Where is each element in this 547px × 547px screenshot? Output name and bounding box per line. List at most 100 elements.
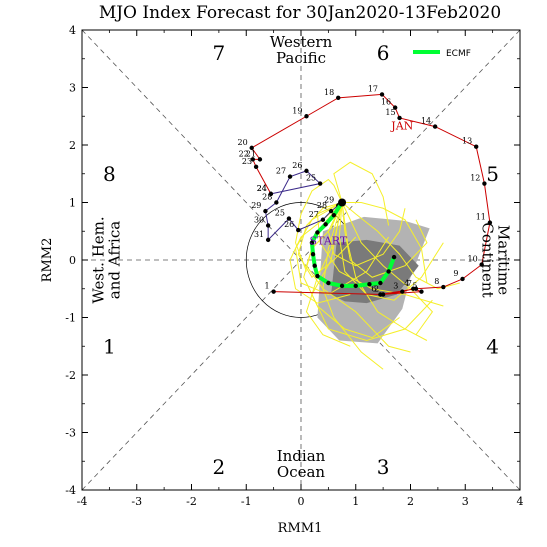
observed-day-point [474,144,479,149]
ecmf-forecast-track [309,198,397,289]
x-tick-label: -1 [241,495,252,508]
observed-day-label: 24 [257,184,267,193]
forecast-day-point [312,263,317,268]
observed-day-point [441,284,446,290]
observed-day-label: 20 [238,138,248,147]
region-label-line: West. Hem. [90,216,108,303]
observed-day-point [296,227,301,233]
observed-day-point [400,289,405,294]
observed-day-point [397,115,402,121]
forecast-day-point [331,212,337,218]
observed-day-label: 22 [239,149,249,158]
y-tick-label: -4 [65,484,76,497]
observed-day-label: 26 [284,220,294,229]
observed-day-label: 28 [262,193,272,202]
phase-number-label: 3 [377,455,390,479]
legend: ECMF [413,49,471,59]
observed-day-point [328,208,334,214]
ensemble-member-line [311,202,433,342]
x-tick-label: -4 [77,495,88,508]
observed-day-label: 9 [453,269,458,278]
observed-day-label: 30 [254,216,264,225]
track-annotation-label: START [310,234,348,247]
observed-day-label: 2 [374,285,379,294]
phase-number-label: 8 [103,162,116,186]
center-axes [82,30,520,490]
x-tick-label: 3 [462,495,469,508]
observed-day-label: 31 [254,230,264,239]
region-label-line: Western [270,33,333,51]
observed-day-point [249,145,254,151]
observed-day-point [304,168,309,174]
observed-day-label: 25 [306,174,316,183]
observed-day-point [287,174,293,179]
y-tick-label: -1 [65,312,76,325]
phase-number-label: 7 [213,41,226,65]
legend-label: ECMF [446,49,471,59]
forecast-day-point [310,252,316,257]
ensemble-member-line [333,161,390,226]
phase-number-label: 6 [377,41,390,65]
ensemble-member-line [341,202,460,290]
y-tick-label: 4 [69,24,76,37]
observed-day-label: 3 [393,282,398,291]
observed-day-label: 16 [381,98,391,107]
observed-day-point [263,208,268,214]
y-tick-label: -2 [65,369,76,382]
observed-day-point [487,220,493,225]
y-axis-label: RMM2 [40,238,55,283]
observed-day-label: 5 [412,282,417,291]
observed-day-label: 4 [404,279,409,288]
forecast-day-point [315,230,320,235]
observed-day-label: 29 [251,201,261,210]
observed-day-label: 17 [368,84,378,93]
observed-day-point [286,216,292,221]
observed-day-label: 7 [407,279,412,288]
observed-day-label: 13 [462,137,472,146]
observed-day-label: 18 [324,88,334,97]
region-label: West. Hem.and Africa [90,216,124,303]
forecast-day-point [323,222,328,227]
observed-day-point [336,95,341,101]
forecast-day-point [339,283,345,289]
phase-number-label: 4 [486,334,499,358]
region-label-line: Pacific [276,49,326,67]
observed-day-point [432,124,438,129]
observed-day-point [274,200,279,205]
observed-day-point [378,292,383,297]
forecast-day-point [309,240,315,245]
observed-day-point [320,217,326,222]
ensemble-member-line [297,202,357,278]
y-tick-label: 0 [69,254,76,267]
observed-day-point [268,191,274,197]
x-tick-label: -3 [131,495,142,508]
observed-day-label: 6 [371,285,376,294]
observed-day-point [479,262,484,267]
x-tick-label: 2 [407,495,414,508]
observed-day-label: 27 [309,210,319,219]
observed-day-point [460,276,465,282]
track-line [264,170,339,242]
observed-day-point [392,105,398,110]
observed-day-label: 14 [421,117,431,126]
track-annotation-label: JAN [390,119,413,132]
observed-day-label: 27 [276,167,286,176]
ensemble-member-line [316,202,444,307]
phase-number-label: 2 [213,455,226,479]
y-tick-label: 2 [69,139,76,152]
phase-number-label: 1 [103,334,116,358]
x-tick-label: 1 [352,495,359,508]
y-tick-label: -3 [65,427,76,440]
forecast-day-point [391,254,397,260]
observed-day-label: 26 [292,161,302,170]
observed-day-label: 28 [317,201,327,210]
forecast-day-point [367,281,372,287]
x-axis-label: RMM1 [278,521,323,536]
observed-day-label: 15 [385,108,395,117]
x-tick-label: 0 [298,495,305,508]
